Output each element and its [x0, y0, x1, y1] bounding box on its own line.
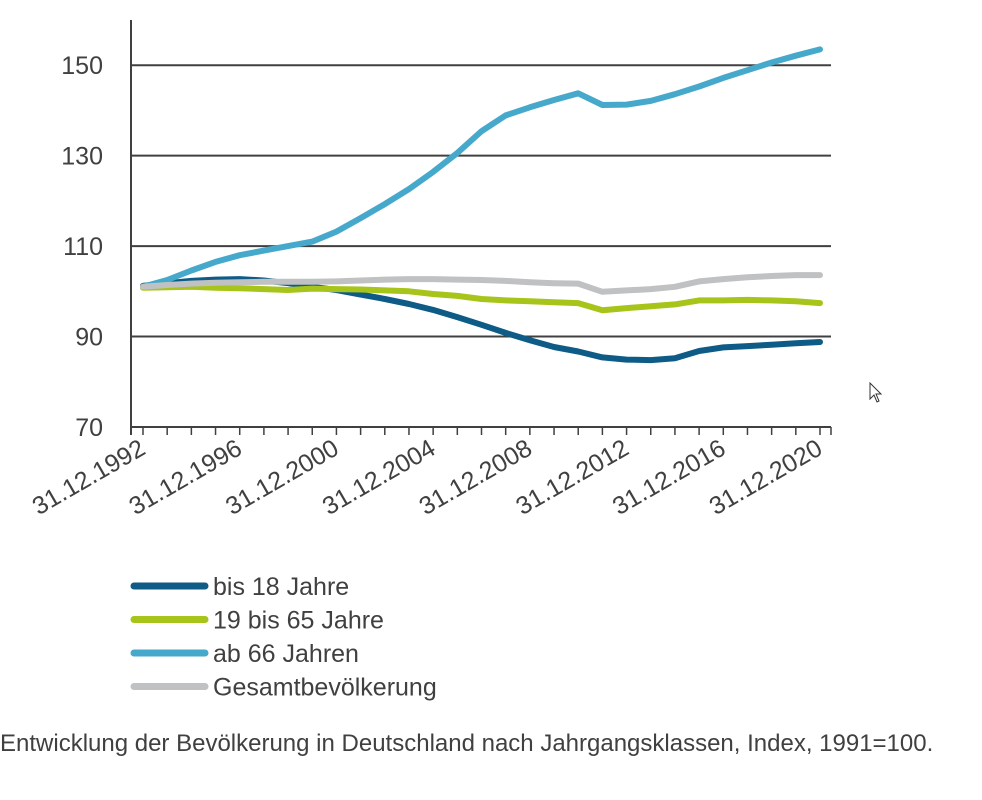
y-axis-ticks: 70 90 110 130 150 [61, 52, 103, 442]
y-tick-label: 150 [61, 52, 103, 80]
y-tick-label: 90 [75, 324, 103, 352]
y-tick-label: 110 [63, 233, 103, 261]
gridlines [131, 64, 831, 338]
legend: bis 18 Jahre 19 bis 65 Jahre ab 66 Jahren G… [130, 573, 437, 702]
mouse-cursor-icon [869, 382, 883, 403]
series-line-4 [140, 272, 823, 295]
legend-label: ab 66 Jahren [213, 640, 359, 668]
legend-label: Gesamtbevölkerung [213, 674, 437, 702]
figure-caption: Entwicklung der Bevölkerung in Deutschla… [0, 730, 934, 757]
series-line-2 [140, 283, 823, 314]
series-line-3 [140, 46, 823, 290]
axes [130, 20, 831, 435]
y-tick-label: 130 [61, 143, 103, 171]
legend-label: bis 18 Jahre [213, 573, 349, 601]
x-axis-ticks: 31.12.199231.12.199631.12.200031.12.2004… [28, 427, 832, 521]
series-lines [140, 46, 823, 364]
legend-label: 19 bis 65 Jahre [213, 607, 384, 635]
y-tick-label: 70 [75, 414, 103, 442]
line-chart: 70 90 110 130 150 31.12.199231.12.199631.12.… [28, 20, 832, 702]
